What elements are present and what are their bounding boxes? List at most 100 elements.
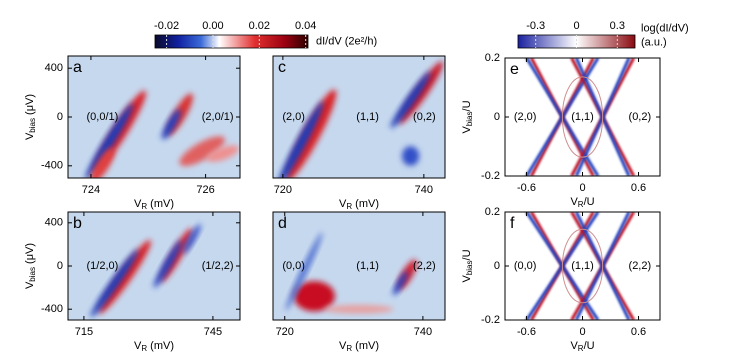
x-axis-label-rest: (mV) bbox=[352, 198, 379, 210]
colorbar-label: (a.u.) bbox=[641, 36, 667, 48]
map-feature bbox=[179, 136, 225, 167]
x-tick-label: 0.6 bbox=[631, 326, 646, 338]
map-feature bbox=[402, 146, 420, 166]
annotation: (1,1) bbox=[356, 111, 379, 123]
y-axis-label-rest: (μV) bbox=[24, 243, 36, 267]
x-axis-label-rest: /U bbox=[584, 340, 595, 352]
y-axis-label-sub: bias bbox=[465, 260, 474, 275]
map-feature bbox=[390, 71, 431, 129]
y-tick-label: 0 bbox=[57, 260, 63, 272]
y-tick-label: -0.2 bbox=[481, 314, 500, 326]
map bbox=[505, 58, 660, 176]
x-axis-label-sub: R bbox=[578, 344, 584, 353]
map-feature bbox=[392, 271, 408, 296]
annotation: (0,2) bbox=[413, 111, 436, 123]
x-axis-label: VR (mV) bbox=[134, 198, 174, 211]
map-feature bbox=[561, 228, 604, 304]
x-tick-label: -0.6 bbox=[517, 326, 536, 338]
y-axis-label-sub: bias bbox=[465, 111, 474, 126]
colorbar-tick-label: 0 bbox=[573, 20, 579, 32]
x-axis-label: VR (mV) bbox=[339, 340, 379, 353]
map-feature bbox=[98, 239, 151, 314]
annotation: (1,1) bbox=[571, 111, 594, 123]
annotation: (0,2) bbox=[629, 111, 652, 123]
annotation: (0,0) bbox=[282, 260, 305, 272]
y-tick-label: -400 bbox=[41, 160, 63, 172]
y-axis-label-main: V bbox=[461, 126, 473, 134]
annotation: (1/2,0) bbox=[87, 260, 119, 272]
frame bbox=[272, 211, 446, 321]
colorbar-tick-label: 0.02 bbox=[249, 20, 270, 32]
map bbox=[273, 212, 445, 320]
y-axis-label: Vbias (μV) bbox=[24, 94, 37, 140]
y-tick-label: 0 bbox=[494, 111, 500, 123]
x-axis-label-rest: (mV) bbox=[147, 198, 174, 210]
y-axis-label-rest: /U bbox=[461, 100, 473, 111]
x-tick-label: 720 bbox=[274, 184, 292, 196]
map bbox=[68, 56, 240, 178]
annotation: (1/2,2) bbox=[202, 260, 234, 272]
x-axis-label-main: V bbox=[339, 198, 347, 210]
colorbar-tick-label: -0.3 bbox=[526, 20, 545, 32]
x-tick-label: 745 bbox=[204, 326, 222, 338]
x-tick-label: 715 bbox=[75, 326, 93, 338]
annotation: (1,1) bbox=[356, 260, 379, 272]
colorbar-label: log(dI/dV) bbox=[641, 22, 689, 34]
y-axis-label-sub: bias bbox=[28, 118, 37, 133]
map-feature bbox=[293, 281, 335, 312]
map-feature bbox=[90, 249, 139, 318]
x-tick-label: 726 bbox=[196, 184, 214, 196]
annotation: (2,0/1) bbox=[202, 111, 234, 123]
panel-letter: e bbox=[510, 61, 519, 78]
map bbox=[68, 212, 240, 320]
panel-letter: c bbox=[278, 59, 286, 76]
x-axis-label-main: V bbox=[570, 340, 578, 352]
map-feature bbox=[90, 148, 115, 178]
y-axis-label-rest: (μV) bbox=[24, 94, 36, 118]
y-axis-label-main: V bbox=[461, 275, 473, 283]
annotation: (2,0) bbox=[514, 111, 537, 123]
x-axis-label: VR/U bbox=[570, 196, 594, 209]
x-axis-label: VR/U bbox=[570, 340, 594, 353]
map-feature bbox=[561, 76, 604, 158]
colorbar-tick-label: 0.04 bbox=[295, 20, 316, 32]
x-axis-label: VR (mV) bbox=[134, 340, 174, 353]
y-tick-label: -400 bbox=[41, 303, 63, 315]
map-feature bbox=[285, 232, 323, 311]
map bbox=[273, 56, 445, 178]
x-axis-label: VR (mV) bbox=[339, 198, 379, 211]
map-feature bbox=[85, 103, 134, 178]
x-axis-label-main: V bbox=[339, 340, 347, 352]
colorbar bbox=[154, 34, 309, 49]
y-axis-label-main: V bbox=[24, 281, 36, 289]
annotation: (2,2) bbox=[629, 260, 652, 272]
panel-letter: d bbox=[278, 215, 287, 232]
x-tick-label: 0 bbox=[579, 326, 585, 338]
map-feature bbox=[324, 304, 394, 314]
y-tick-label: -0.2 bbox=[481, 170, 500, 182]
x-axis-label-sub: R bbox=[346, 202, 352, 211]
y-tick-label: 400 bbox=[45, 217, 63, 229]
y-tick-label: 0.2 bbox=[485, 52, 500, 64]
panel-letter: b bbox=[73, 215, 82, 232]
map-feature bbox=[153, 239, 182, 288]
colorbar-label: dI/dV (2e²/h) bbox=[316, 35, 377, 47]
x-axis-label-sub: R bbox=[346, 344, 352, 353]
x-axis-label-sub: R bbox=[141, 344, 147, 353]
y-axis-label: Vbias (μV) bbox=[24, 243, 37, 289]
x-axis-label-sub: R bbox=[578, 200, 584, 209]
map-feature bbox=[277, 101, 324, 178]
x-axis-label-sub: R bbox=[141, 202, 147, 211]
colorbar-tick-label: -0.02 bbox=[154, 20, 179, 32]
x-tick-label: 720 bbox=[276, 326, 294, 338]
y-tick-label: 0 bbox=[494, 260, 500, 272]
colorbar-tick-label: 0.00 bbox=[202, 20, 223, 32]
y-axis-label: Vbias/U bbox=[461, 249, 474, 282]
y-tick-label: 0 bbox=[57, 111, 63, 123]
y-axis-label: Vbias/U bbox=[461, 100, 474, 133]
x-tick-label: 0.6 bbox=[631, 182, 646, 194]
annotation: (1,1) bbox=[571, 260, 594, 272]
map-feature bbox=[206, 145, 240, 162]
map-background bbox=[68, 212, 240, 320]
